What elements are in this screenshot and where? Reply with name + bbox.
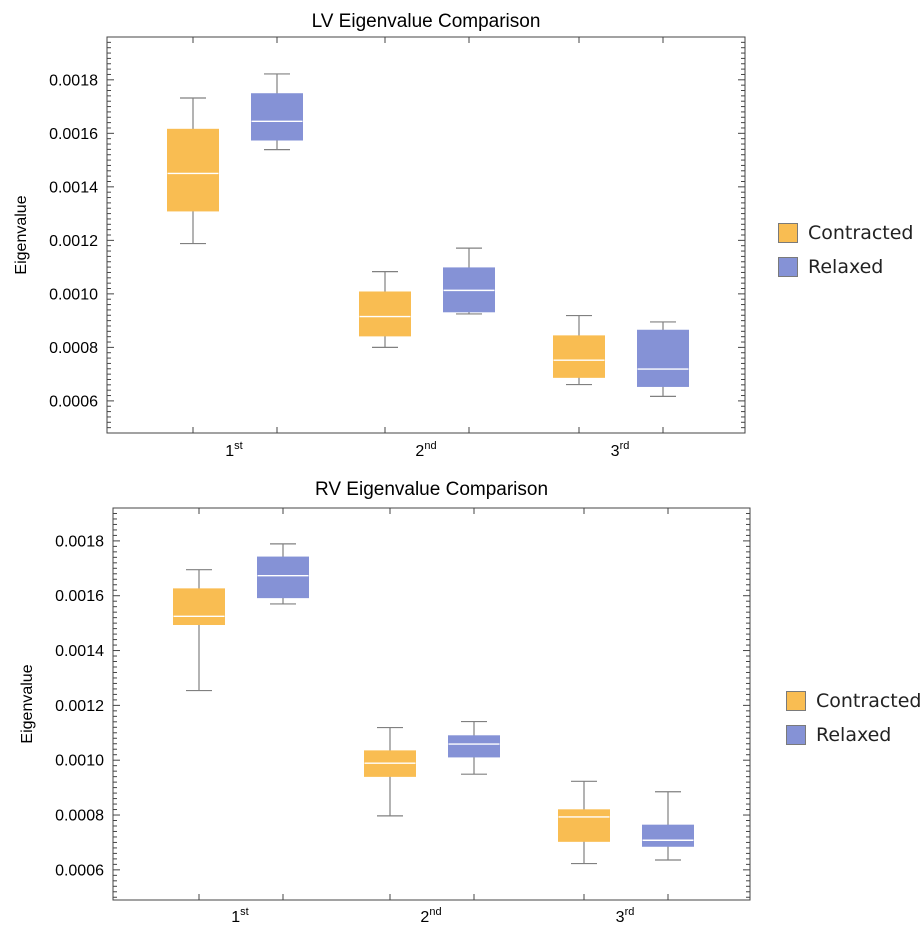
legend-label-relaxed: Relaxed (816, 724, 892, 746)
y-tick-label: 0.0006 (55, 862, 104, 879)
relaxed-box-2 (448, 720, 500, 775)
legend-item-relaxed: Relaxed (786, 718, 921, 752)
legend-label-contracted: Contracted (816, 690, 922, 712)
y-tick-label: 0.0014 (55, 643, 104, 660)
y-tick-label: 0.0012 (55, 698, 104, 715)
rv-legend: Contracted Relaxed (786, 684, 921, 752)
iqr-box (359, 291, 411, 337)
contracted-box-1 (167, 97, 219, 245)
iqr-box (251, 93, 303, 141)
relaxed-swatch (786, 725, 806, 745)
rv-chart-panel: RV Eigenvalue Comparison Eigenvalue 0.0006… (0, 463, 922, 926)
y-tick-label: 0.0018 (55, 533, 104, 550)
contracted-box-2 (359, 271, 411, 348)
y-tick-label: 0.0010 (49, 286, 98, 303)
x-tick-label: 2nd (415, 440, 436, 460)
iqr-box (173, 588, 225, 626)
iqr-box (448, 735, 500, 758)
lv-eigenvalue-chart: LV Eigenvalue Comparison Eigenvalue 0.0006… (13, 11, 746, 460)
y-tick-label: 0.0008 (49, 340, 98, 357)
lv-chart-panel: LV Eigenvalue Comparison Eigenvalue 0.0006… (13, 11, 913, 460)
y-axis-label: Eigenvalue (19, 664, 36, 743)
relaxed-box-1 (251, 73, 303, 151)
x-tick-label: 1st (231, 906, 248, 926)
y-tick-label: 0.0006 (49, 393, 98, 410)
legend-item-contracted: Contracted (778, 216, 913, 250)
rv-eigenvalue-chart: RV Eigenvalue Comparison Eigenvalue 0.0006… (19, 479, 751, 926)
contracted-box-3 (553, 314, 605, 386)
lv-legend: Contracted Relaxed (778, 216, 913, 284)
relaxed-box-2 (443, 247, 495, 315)
iqr-box (642, 824, 694, 847)
relaxed-box-1 (257, 543, 309, 605)
y-tick-label: 0.0010 (55, 753, 104, 770)
legend-item-contracted: Contracted (786, 684, 921, 718)
legend-label-contracted: Contracted (808, 222, 914, 244)
legend-label-relaxed: Relaxed (808, 256, 884, 278)
x-tick-label: 3rd (616, 906, 635, 926)
contracted-swatch (786, 691, 806, 711)
y-axis-label: Eigenvalue (13, 195, 30, 274)
y-tick-label: 0.0008 (55, 808, 104, 825)
contracted-box-1 (173, 569, 225, 692)
iqr-box (553, 335, 605, 378)
y-tick-label: 0.0016 (55, 588, 104, 605)
legend-item-relaxed: Relaxed (778, 250, 913, 284)
x-tick-label: 2nd (420, 906, 441, 926)
iqr-box (167, 128, 219, 212)
contracted-box-2 (364, 726, 416, 817)
iqr-box (637, 329, 689, 387)
relaxed-box-3 (642, 791, 694, 861)
x-tick-label: 1st (225, 440, 242, 460)
y-tick-label: 0.0016 (49, 126, 98, 143)
iqr-box (257, 556, 309, 599)
chart-title: RV Eigenvalue Comparison (315, 479, 548, 500)
y-tick-label: 0.0018 (49, 72, 98, 89)
chart-title: LV Eigenvalue Comparison (312, 11, 541, 32)
plot-frame (112, 507, 751, 901)
iqr-box (558, 809, 610, 842)
relaxed-swatch (778, 257, 798, 277)
relaxed-box-3 (637, 321, 689, 397)
contracted-swatch (778, 223, 798, 243)
y-tick-label: 0.0012 (49, 233, 98, 250)
x-tick-label: 3rd (611, 440, 630, 460)
contracted-box-3 (558, 780, 610, 865)
y-tick-label: 0.0014 (49, 179, 98, 196)
